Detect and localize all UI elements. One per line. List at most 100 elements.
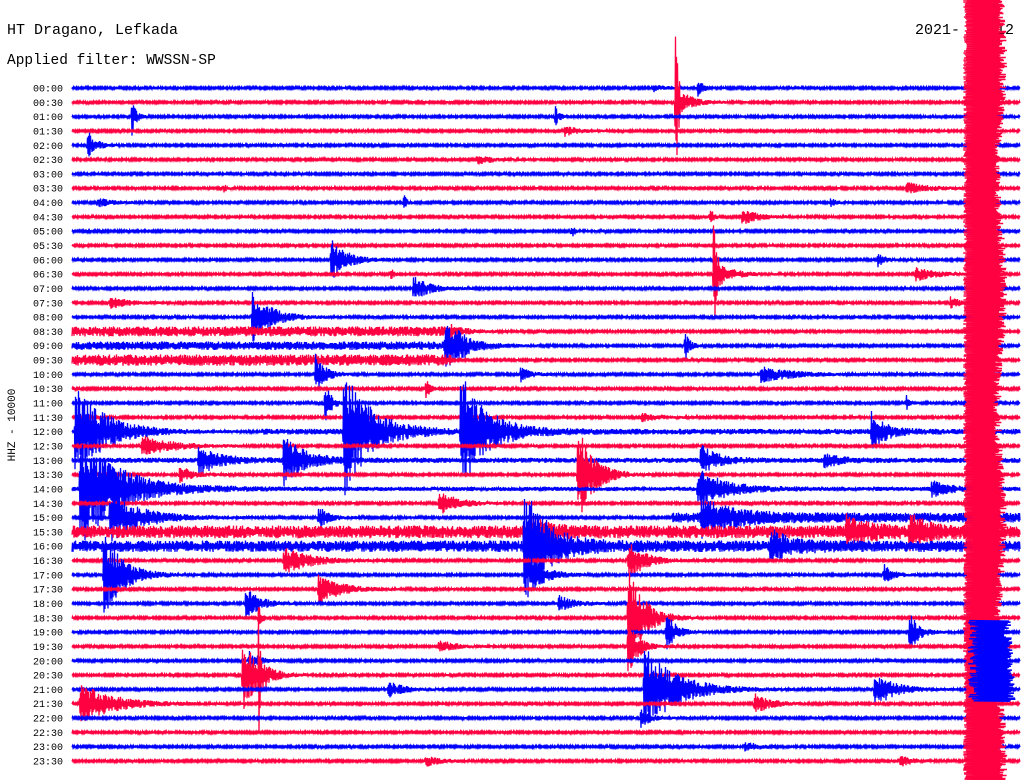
trace-02-00 (71, 132, 1021, 157)
time-label-23-00: 23:00 (33, 743, 63, 754)
time-label-02-30: 02:30 (33, 156, 63, 167)
time-label-23-30: 23:30 (33, 758, 63, 769)
time-label-13-00: 13:00 (33, 457, 63, 468)
time-label-10-00: 10:00 (33, 371, 63, 382)
time-label-18-30: 18:30 (33, 614, 63, 625)
time-label-09-30: 09:30 (33, 357, 63, 368)
time-label-15-30: 15:30 (33, 528, 63, 539)
time-label-03-00: 03:00 (33, 170, 63, 181)
trace-07-00 (71, 277, 1021, 297)
time-label-07-00: 07:00 (33, 285, 63, 296)
time-label-06-30: 06:30 (33, 271, 63, 282)
trace-01-30 (71, 126, 1021, 137)
time-label-14-30: 14:30 (33, 500, 63, 511)
trace-16-00 (71, 498, 1021, 598)
time-label-01-00: 01:00 (33, 113, 63, 124)
channel-axis-label: HHZ - 10000 (7, 389, 19, 462)
trace-02-30 (71, 155, 1021, 165)
trace-11-00 (71, 390, 1021, 421)
trace-12-00 (71, 381, 1021, 496)
trace-14-00 (71, 444, 1021, 541)
time-label-00-30: 00:30 (33, 99, 63, 110)
trace-03-30 (71, 182, 1021, 194)
time-label-20-00: 20:00 (33, 657, 63, 668)
trace-10-30 (71, 381, 1021, 399)
time-label-01-30: 01:30 (33, 128, 63, 139)
time-label-05-00: 05:00 (33, 228, 63, 239)
trace-05-30 (71, 241, 1021, 250)
time-label-03-30: 03:30 (33, 185, 63, 196)
trace-17-30 (71, 574, 1021, 604)
time-label-19-00: 19:00 (33, 629, 63, 640)
trace-19-00 (71, 615, 1021, 650)
time-label-19-30: 19:30 (33, 643, 63, 654)
trace-08-30 (71, 323, 1021, 341)
trace-06-30 (71, 225, 1021, 318)
time-label-11-30: 11:30 (33, 414, 63, 425)
time-label-09-00: 09:00 (33, 342, 63, 353)
time-label-08-30: 08:30 (33, 328, 63, 339)
time-label-18-00: 18:00 (33, 600, 63, 611)
trace-13-30 (71, 437, 1021, 513)
trace-01-00 (71, 105, 1021, 136)
trace-07-30 (71, 296, 1021, 309)
filter-label: Applied filter: WWSSN-SP (7, 53, 216, 69)
trace-09-30 (71, 354, 1021, 366)
trace-22-00 (71, 709, 1021, 728)
trace-05-00 (71, 227, 1021, 237)
trace-00-00 (71, 82, 1021, 97)
trace-08-00 (71, 291, 1021, 342)
trace-20-00 (71, 650, 1021, 672)
date-label-start: 2021- (915, 22, 961, 39)
trace-21-00 (71, 650, 1021, 725)
time-label-17-00: 17:00 (33, 571, 63, 582)
trace-18-00 (71, 591, 1021, 619)
trace-14-30 (71, 493, 1021, 514)
saturated-traces (963, 0, 1016, 780)
time-label-12-00: 12:00 (33, 428, 63, 439)
trace-10-00 (71, 353, 1021, 388)
seismic-traces (71, 36, 1021, 767)
trace-17-00 (71, 536, 1021, 613)
trace-03-00 (71, 170, 1021, 178)
trace-20-30 (71, 610, 1021, 734)
time-label-06-00: 06:00 (33, 256, 63, 267)
time-label-21-00: 21:00 (33, 686, 63, 697)
time-label-04-00: 04:00 (33, 199, 63, 210)
trace-21-30 (71, 685, 1021, 722)
time-label-21-30: 21:30 (33, 700, 63, 711)
trace-13-00 (71, 438, 1021, 487)
time-label-04-30: 04:30 (33, 213, 63, 224)
trace-23-00 (71, 742, 1021, 752)
trace-04-30 (71, 210, 1021, 224)
station-title: HT Dragano, Lefkada (7, 22, 179, 39)
time-label-14-00: 14:00 (33, 485, 63, 496)
trace-11-30 (71, 412, 1021, 423)
trace-09-00 (71, 325, 1021, 367)
saturated-trace-2 (967, 619, 1016, 702)
time-label-08-00: 08:00 (33, 314, 63, 325)
time-label-07-30: 07:30 (33, 299, 63, 310)
trace-16-30 (71, 544, 1021, 576)
time-label-16-00: 16:00 (33, 543, 63, 554)
time-label-11-00: 11:00 (33, 400, 63, 411)
time-label-22-00: 22:00 (33, 715, 63, 726)
trace-18-30 (71, 572, 1021, 664)
time-label-20-30: 20:30 (33, 672, 63, 683)
trace-12-30 (71, 436, 1021, 455)
time-label-05-30: 05:30 (33, 242, 63, 253)
time-label-13-30: 13:30 (33, 471, 63, 482)
time-axis-labels: 00:00 00:30 01:00 01:30 02:00 02:30 03:00 03:30… (33, 85, 63, 769)
time-label-10-30: 10:30 (33, 385, 63, 396)
time-label-12-30: 12:30 (33, 443, 63, 454)
trace-00-30 (71, 36, 1021, 156)
time-label-02-00: 02:00 (33, 142, 63, 153)
time-label-17-30: 17:30 (33, 586, 63, 597)
trace-04-00 (71, 195, 1021, 208)
trace-22-30 (71, 728, 1021, 737)
trace-06-00 (71, 240, 1021, 278)
time-label-16-30: 16:30 (33, 557, 63, 568)
time-label-15-00: 15:00 (33, 514, 63, 525)
